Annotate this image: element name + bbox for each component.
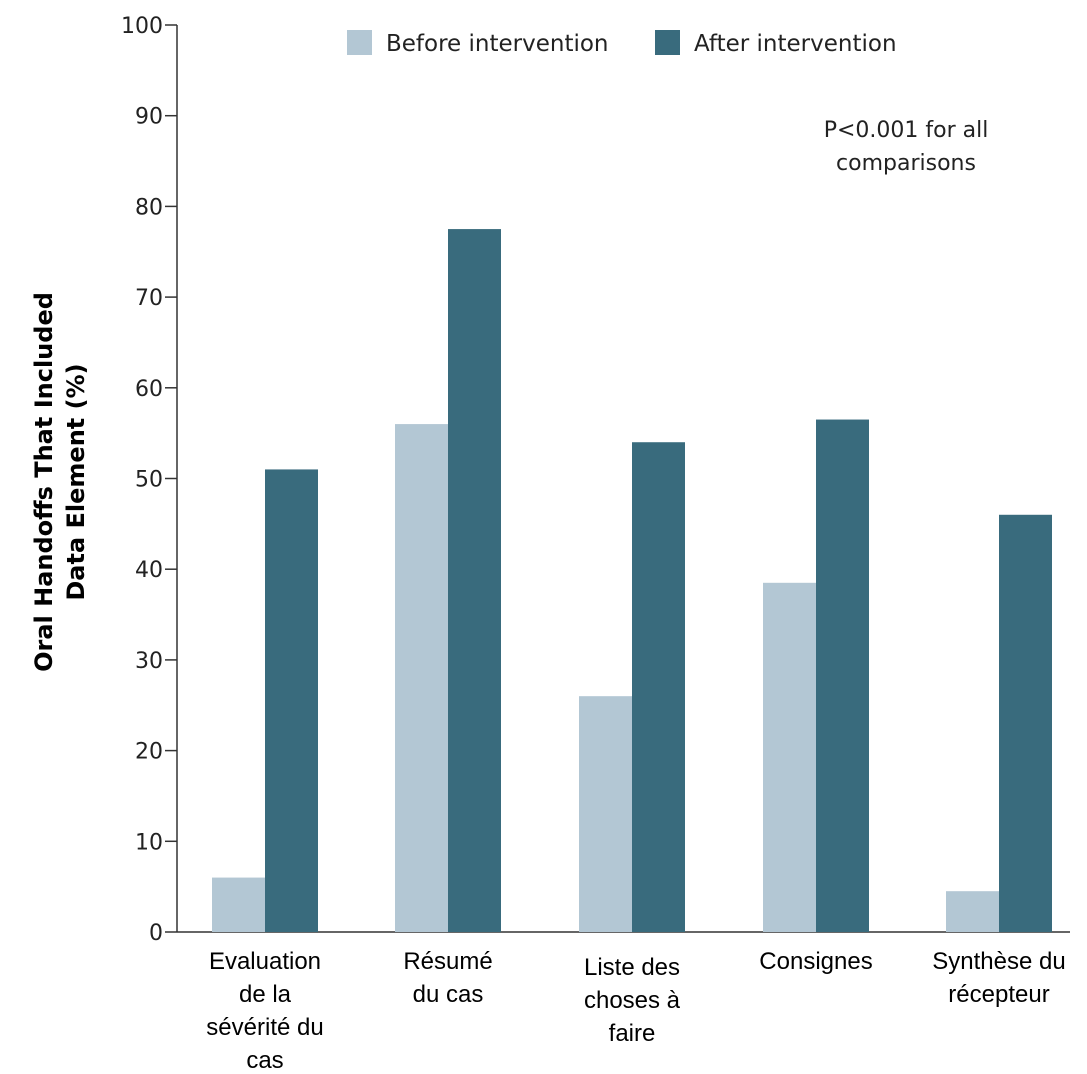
category-label-4: Synthèse du récepteur xyxy=(932,948,1065,1008)
annotation-line-2: comparisons xyxy=(836,151,976,176)
annotation: P<0.001 for all comparisons xyxy=(824,118,989,176)
y-tick-label: 40 xyxy=(135,558,163,583)
category-label-line: Résumé xyxy=(403,948,492,975)
legend: Before intervention After intervention xyxy=(347,30,897,57)
y-tick-label: 80 xyxy=(135,195,163,220)
category-label-1: Résumé du cas xyxy=(403,948,492,1008)
bar-after-3 xyxy=(816,419,869,932)
y-tick-label: 50 xyxy=(135,468,163,493)
category-label-line: récepteur xyxy=(948,981,1049,1008)
bar-after-2 xyxy=(632,442,685,932)
y-tick-label: 70 xyxy=(135,286,163,311)
legend-item-before: Before intervention xyxy=(347,30,609,57)
y-axis-title: Oral Handoffs That Included Data Element… xyxy=(30,292,90,672)
bar-before-4 xyxy=(946,891,999,932)
category-label-line: choses à xyxy=(584,987,681,1014)
y-tick-label: 100 xyxy=(121,14,163,39)
bar-before-2 xyxy=(579,696,632,932)
category-label-line: cas xyxy=(246,1047,283,1074)
legend-item-after: After intervention xyxy=(655,30,897,57)
y-tick-label: 10 xyxy=(135,830,163,855)
y-tick-label: 90 xyxy=(135,105,163,130)
bar-before-0 xyxy=(212,877,265,932)
y-axis: 0 10 20 30 40 50 60 70 80 90 100 xyxy=(121,14,178,946)
legend-label: After intervention xyxy=(694,31,897,57)
y-tick-label: 20 xyxy=(135,740,163,765)
legend-swatch xyxy=(347,30,372,55)
bar-before-3 xyxy=(763,582,816,932)
bar-after-0 xyxy=(265,469,318,932)
y-tick-label: 0 xyxy=(149,921,163,946)
bar-before-1 xyxy=(395,424,448,932)
bar-after-1 xyxy=(448,229,501,932)
category-label-line: Consignes xyxy=(759,948,872,975)
y-tick-label: 60 xyxy=(135,377,163,402)
category-label-line: sévérité du xyxy=(206,1014,323,1041)
category-label-line: Liste des xyxy=(584,954,680,981)
legend-label: Before intervention xyxy=(386,31,609,57)
category-label-line: de la xyxy=(239,981,292,1008)
legend-swatch xyxy=(655,30,680,55)
category-label-2: Liste des choses à faire xyxy=(584,954,681,1047)
y-axis-title-line-1: Oral Handoffs That Included xyxy=(30,292,58,672)
category-label-0: Evaluation de la sévérité du cas xyxy=(206,948,323,1074)
bar-after-4 xyxy=(999,514,1052,932)
bars xyxy=(212,229,1052,932)
y-axis-title-line-2: Data Element (%) xyxy=(62,363,90,600)
category-label-line: faire xyxy=(609,1020,656,1047)
category-labels: Evaluation de la sévérité du cas Résumé du ca… xyxy=(206,948,1065,1074)
category-label-3: Consignes xyxy=(759,948,872,975)
y-tick-label: 30 xyxy=(135,649,163,674)
annotation-line-1: P<0.001 for all xyxy=(824,118,989,143)
category-label-line: Synthèse du xyxy=(932,948,1065,975)
category-label-line: Evaluation xyxy=(209,948,321,975)
category-label-line: du cas xyxy=(413,981,484,1008)
